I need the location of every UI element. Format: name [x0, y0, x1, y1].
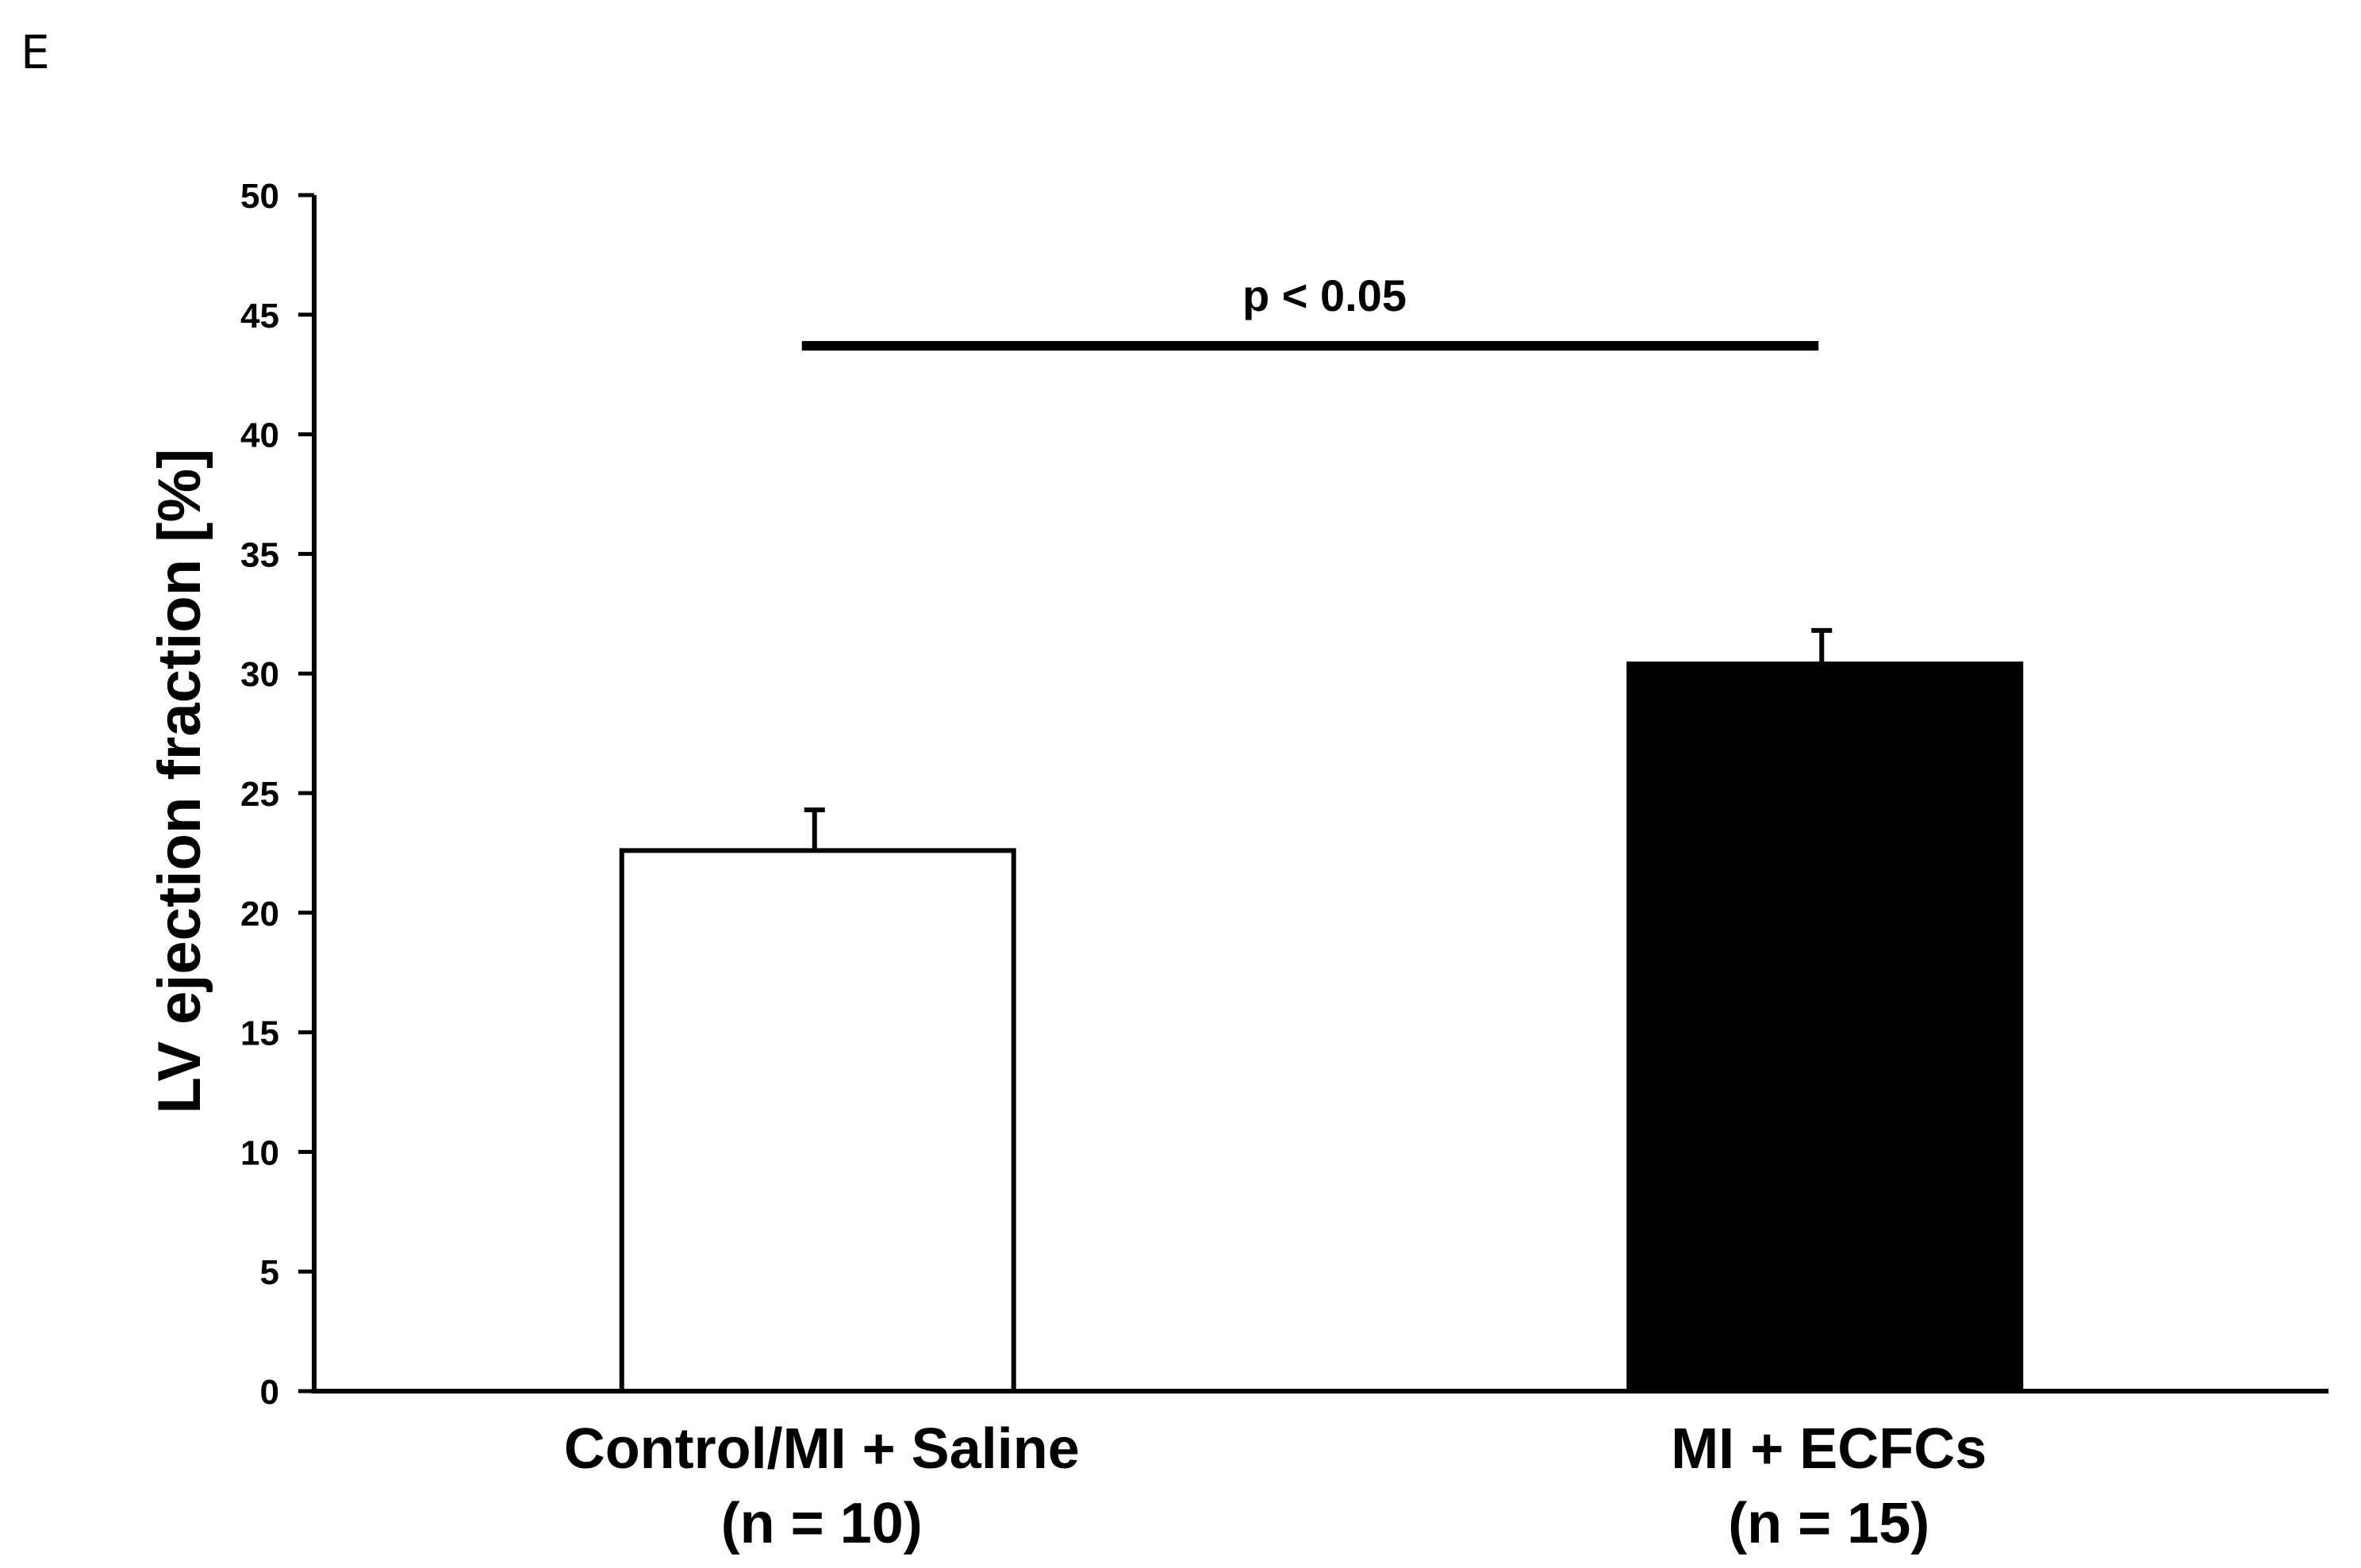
category-label-1: Control/MI + Saline: [564, 1417, 1080, 1481]
y-tick-label: 10: [240, 1133, 279, 1172]
significance-label: p < 0.05: [1242, 270, 1407, 320]
y-tick-label: 40: [240, 416, 279, 455]
y-tick-label: 25: [240, 775, 279, 814]
y-tick-label: 30: [240, 655, 279, 694]
bars: [619, 661, 2024, 1394]
y-tick-label: 5: [260, 1253, 279, 1292]
y-tick-label: 35: [240, 535, 279, 574]
y-tick-label: 0: [260, 1373, 279, 1412]
y-tick-label: 20: [240, 895, 279, 934]
x-axis-category-labels: Control/MI + Saline (n = 10) MI + ECFCs (n …: [564, 1417, 1987, 1555]
bar-1: [619, 848, 1016, 1394]
panel-letter: E: [21, 25, 50, 79]
bar-2: [1626, 661, 2024, 1394]
category-n-label-1: (n = 10): [721, 1492, 923, 1555]
y-tick-label: 15: [240, 1014, 279, 1053]
y-axis-label: LV ejection fraction [%]: [146, 449, 213, 1114]
y-axis-ticks: 0 5 10 15 20 25 30 35 40 45 50: [240, 177, 314, 1412]
y-tick-label: 45: [240, 297, 279, 335]
category-n-label-2: (n = 15): [1728, 1492, 1929, 1555]
category-label-2: MI + ECFCs: [1671, 1417, 1987, 1481]
y-tick-label: 50: [240, 177, 279, 216]
error-bars: [804, 627, 1833, 851]
